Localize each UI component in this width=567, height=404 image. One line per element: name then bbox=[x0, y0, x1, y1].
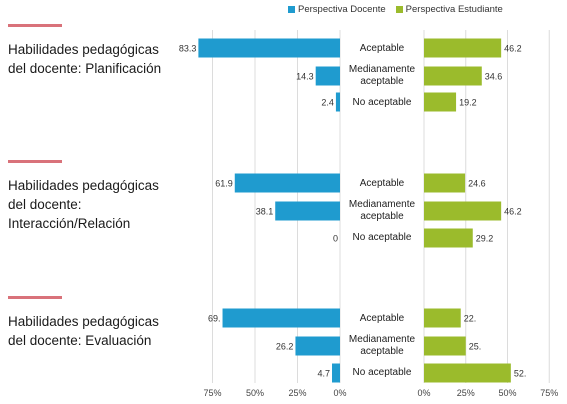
docente-value-label: 83.3 bbox=[179, 44, 197, 54]
docente-value-label: 0 bbox=[333, 234, 338, 244]
legend: Perspectiva Docente Perspectiva Estudian… bbox=[288, 4, 503, 15]
docente-axis-tick: 0% bbox=[333, 388, 346, 398]
docente-value-label: 14.3 bbox=[296, 72, 314, 82]
legend-item-docente: Perspectiva Docente bbox=[288, 4, 386, 15]
docente-value-label: 61.9 bbox=[215, 179, 233, 189]
section-accent-bar bbox=[8, 24, 62, 27]
estudiante-value-label: 46.2 bbox=[504, 207, 522, 217]
estudiante-bar bbox=[424, 38, 502, 58]
category-label: No aceptable bbox=[352, 367, 412, 378]
estudiante-axis-tick: 0% bbox=[417, 388, 430, 398]
estudiante-axis-tick: 25% bbox=[457, 388, 475, 398]
section-label-planificacion: Habilidades pedagógicas del docente: Pla… bbox=[8, 42, 162, 76]
estudiante-value-label: 46.2 bbox=[504, 44, 522, 54]
estudiante-value-label: 24.6 bbox=[468, 179, 486, 189]
estudiante-bar bbox=[424, 92, 457, 112]
legend-label-docente: Perspectiva Docente bbox=[298, 4, 386, 15]
estudiante-bar bbox=[424, 201, 502, 221]
docente-value-label: 26.2 bbox=[276, 342, 294, 352]
docente-bar bbox=[295, 336, 340, 356]
category-label: No aceptable bbox=[352, 97, 412, 108]
docente-axis-tick: 25% bbox=[288, 388, 306, 398]
category-label: Medianamente aceptable bbox=[348, 64, 416, 87]
docente-bar bbox=[315, 66, 340, 86]
estudiante-value-label: 52. bbox=[514, 369, 527, 379]
docente-bar bbox=[222, 308, 340, 328]
section-label-evaluacion: Habilidades pedagógicas del docente: Eva… bbox=[8, 314, 159, 348]
docente-value-label: 2.4 bbox=[321, 98, 334, 108]
estudiante-value-label: 25. bbox=[469, 342, 482, 352]
legend-swatch-estudiante bbox=[395, 6, 403, 13]
section-accent-bar bbox=[8, 296, 62, 299]
estudiante-bar bbox=[424, 173, 466, 193]
estudiante-bar bbox=[424, 308, 461, 328]
legend-item-estudiante: Perspectiva Estudiante bbox=[395, 4, 503, 15]
legend-swatch-docente bbox=[288, 6, 295, 13]
legend-label-estudiante: Perspectiva Estudiante bbox=[405, 4, 503, 15]
section-accent-bar bbox=[8, 160, 62, 163]
estudiante-bar bbox=[424, 228, 473, 248]
docente-bar bbox=[198, 38, 340, 58]
category-label: Medianamente aceptable bbox=[348, 199, 416, 222]
docente-value-label: 4.7 bbox=[317, 369, 330, 379]
estudiante-bar bbox=[424, 363, 511, 383]
estudiante-value-label: 19.2 bbox=[459, 98, 477, 108]
estudiante-axis-tick: 50% bbox=[498, 388, 516, 398]
docente-bar bbox=[275, 201, 340, 221]
estudiante-value-label: 29.2 bbox=[476, 234, 494, 244]
docente-bar bbox=[234, 173, 340, 193]
estudiante-axis-tick: 75% bbox=[540, 388, 558, 398]
category-label: Aceptable bbox=[359, 178, 405, 189]
estudiante-value-label: 34.6 bbox=[485, 72, 503, 82]
docente-value-label: 38.1 bbox=[256, 207, 274, 217]
docente-value-label: 69. bbox=[208, 314, 221, 324]
section-label-interaccion: Habilidades pedagógicas del docente: Int… bbox=[8, 178, 159, 231]
category-label: Medianamente aceptable bbox=[348, 334, 416, 357]
category-label: No aceptable bbox=[352, 232, 412, 243]
estudiante-bar bbox=[424, 66, 482, 86]
category-label: Aceptable bbox=[359, 43, 405, 54]
category-label: Aceptable bbox=[359, 313, 405, 324]
estudiante-bar bbox=[424, 336, 466, 356]
docente-axis-tick: 50% bbox=[246, 388, 264, 398]
estudiante-value-label: 22. bbox=[464, 314, 477, 324]
docente-axis-tick: 75% bbox=[203, 388, 221, 398]
docente-bar bbox=[335, 92, 340, 112]
docente-bar bbox=[332, 363, 340, 383]
